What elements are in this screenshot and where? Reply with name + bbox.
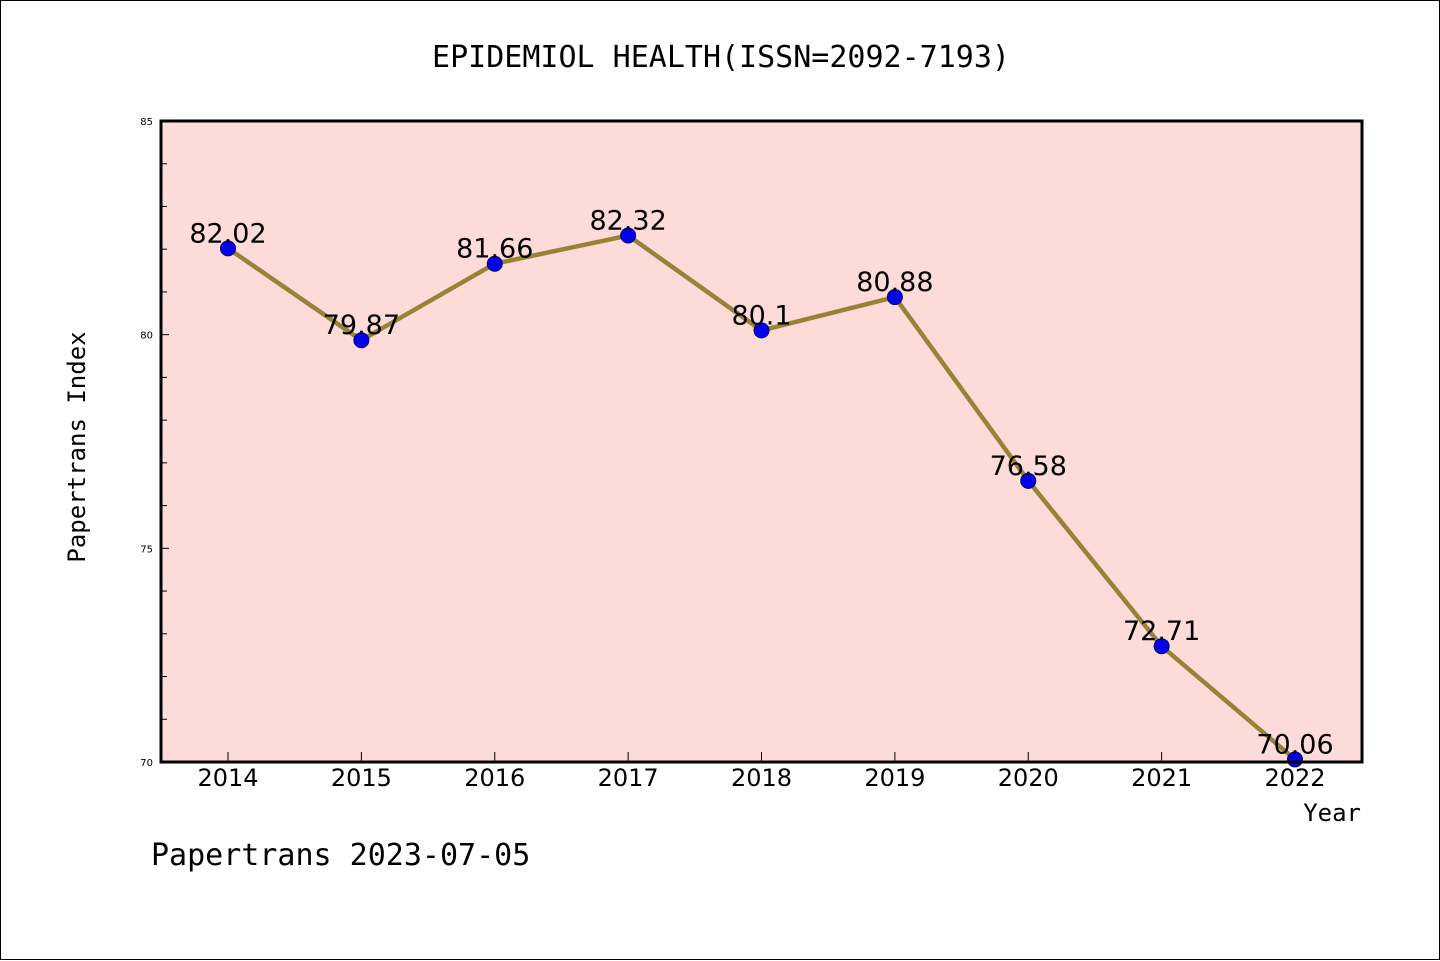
data-point [620, 227, 637, 244]
y-tick-label: 75 [140, 544, 153, 555]
data-point [1020, 472, 1037, 489]
data-value-label: 76.58 [990, 451, 1067, 482]
data-value-label: 80.88 [856, 267, 933, 298]
data-point [220, 240, 236, 257]
x-axis-ticks: 2014 2015 2016 2017 2018 2019 2020 2021 2022 [197, 752, 1326, 792]
data-value-label: 80.1 [731, 300, 791, 331]
plot-area [161, 121, 1362, 762]
x-tick-label: 2022 [1264, 764, 1325, 792]
data-point [886, 289, 903, 306]
data-value-label: 72.71 [1123, 616, 1200, 647]
y-axis-label: Papertrans Index [63, 331, 91, 562]
data-point [753, 322, 770, 339]
x-tick-label: 2021 [1131, 764, 1192, 792]
chart-title: EPIDEMIOL HEALTH(ISSN=2092-7193) [432, 40, 1010, 75]
data-markers [220, 227, 1303, 768]
data-point [1153, 638, 1170, 655]
x-tick-label: 2019 [864, 764, 925, 792]
data-point [486, 255, 503, 272]
data-labels: 82.02 79.87 81.66 82.32 80.1 80.88 76.58 72.71 7… [189, 206, 1333, 761]
y-tick-label: 85 [140, 117, 153, 128]
x-tick-label: 2017 [598, 764, 659, 792]
y-tick-label: 70 [140, 758, 153, 769]
data-value-label: 82.02 [189, 218, 266, 249]
x-axis-label: Year [1303, 799, 1361, 827]
x-tick-label: 2016 [464, 764, 525, 792]
data-value-label: 70.06 [1256, 729, 1333, 760]
data-value-label: 79.87 [323, 310, 400, 341]
x-tick-label: 2014 [197, 764, 258, 792]
data-point [353, 332, 370, 349]
x-tick-label: 2018 [731, 764, 792, 792]
x-tick-label: 2015 [331, 764, 392, 792]
footer-date-stamp: Papertrans 2023-07-05 [151, 838, 530, 873]
data-value-label: 82.32 [589, 206, 666, 237]
x-tick-label: 2020 [998, 764, 1059, 792]
data-value-label: 81.66 [456, 234, 533, 265]
y-tick-label: 80 [140, 331, 153, 342]
plot-border [159, 119, 1364, 764]
